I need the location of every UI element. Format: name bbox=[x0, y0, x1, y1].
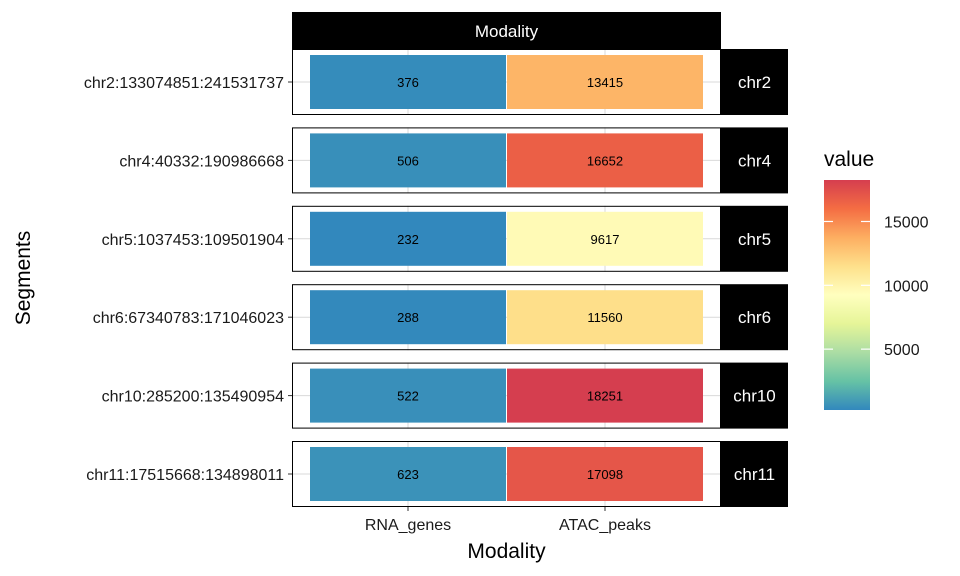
heatmap-cell bbox=[310, 368, 506, 423]
x-axis-title: Modality bbox=[467, 540, 546, 563]
facet-panel: 288 11560 chr6 bbox=[292, 284, 788, 351]
cell-value-label: 506 bbox=[397, 153, 419, 168]
top-strip-label: Modality bbox=[475, 22, 539, 41]
panel-border bbox=[292, 49, 721, 115]
facet-strip bbox=[721, 362, 788, 429]
facet-panel: 623 17098 chr11 bbox=[292, 441, 788, 507]
panel-border bbox=[292, 127, 721, 194]
heatmap-cell bbox=[507, 211, 703, 266]
cell-value-label: 232 bbox=[397, 232, 419, 247]
facet-strip bbox=[721, 127, 788, 194]
panel-border bbox=[292, 205, 721, 272]
heatmap-cell bbox=[310, 290, 506, 345]
cell-value-label: 288 bbox=[397, 310, 419, 325]
cell-value-label: 522 bbox=[397, 389, 419, 404]
facet-panel: 506 16652 chr4 bbox=[292, 127, 788, 194]
y-tick-label: chr4:40332:190986668 bbox=[119, 153, 284, 170]
heatmap-cell bbox=[507, 133, 703, 188]
facet-strip-label: chr5 bbox=[738, 230, 771, 249]
legend-tick-label: 10000 bbox=[884, 278, 929, 295]
heatmap-cell bbox=[310, 133, 506, 188]
heatmap-cell bbox=[507, 55, 703, 109]
facet-panel: 232 9617 chr5 bbox=[292, 205, 788, 272]
legend-title: value bbox=[824, 148, 874, 171]
legend-tick-label: 5000 bbox=[884, 342, 920, 359]
heatmap-cell bbox=[310, 55, 506, 109]
panel-border bbox=[292, 284, 721, 351]
x-tick-label: RNA_genes bbox=[365, 517, 451, 534]
heatmap-cell bbox=[310, 447, 506, 501]
facet-strip-label: chr10 bbox=[733, 387, 776, 406]
facet-panel: 376 13415 chr2 bbox=[292, 49, 788, 115]
panel-border bbox=[292, 441, 721, 507]
facet-panels: Modality 376 13415 chr2 506 16652 chr4 232 9617 c… bbox=[292, 12, 788, 507]
y-tick-label: chr11:17515668:134898011 bbox=[86, 467, 284, 484]
cell-value-label: 13415 bbox=[587, 75, 623, 90]
top-strip bbox=[292, 12, 721, 49]
cell-value-label: 376 bbox=[397, 75, 419, 90]
facet-strip bbox=[721, 49, 788, 115]
heatmap-cell bbox=[310, 211, 506, 266]
heatmap-cell bbox=[507, 290, 703, 345]
facet-panel: 522 18251 chr10 bbox=[292, 362, 788, 429]
cell-value-label: 623 bbox=[397, 467, 419, 482]
legend-tick-label: 15000 bbox=[884, 214, 929, 231]
facet-strip-label: chr11 bbox=[734, 465, 775, 484]
color-legend: value 5000 10000 15000 bbox=[824, 148, 929, 410]
heatmap-cell bbox=[507, 368, 703, 423]
facet-strip bbox=[721, 205, 788, 272]
facet-strip-label: chr2 bbox=[738, 73, 771, 92]
facet-strip bbox=[721, 441, 788, 507]
axes: chr2:133074851:241531737 chr4:40332:19098… bbox=[12, 75, 651, 563]
cell-value-label: 18251 bbox=[587, 389, 623, 404]
y-tick-label: chr6:67340783:171046023 bbox=[93, 310, 284, 327]
y-tick-label: chr10:285200:135490954 bbox=[102, 389, 284, 406]
y-tick-label: chr2:133074851:241531737 bbox=[84, 75, 284, 92]
x-tick-label: ATAC_peaks bbox=[559, 517, 651, 534]
cell-value-label: 16652 bbox=[587, 153, 623, 168]
heatmap-cell bbox=[507, 447, 703, 501]
cell-value-label: 9617 bbox=[591, 232, 620, 247]
facet-strip-label: chr6 bbox=[738, 308, 771, 327]
facet-strip-label: chr4 bbox=[738, 151, 771, 170]
cell-value-label: 11560 bbox=[587, 310, 622, 325]
y-tick-label: chr5:1037453:109501904 bbox=[102, 232, 284, 249]
cell-value-label: 17098 bbox=[587, 467, 623, 482]
y-axis-title: Segments bbox=[12, 231, 35, 326]
panel-border bbox=[292, 362, 721, 429]
legend-colorbar bbox=[824, 180, 870, 410]
facet-strip bbox=[721, 284, 788, 351]
